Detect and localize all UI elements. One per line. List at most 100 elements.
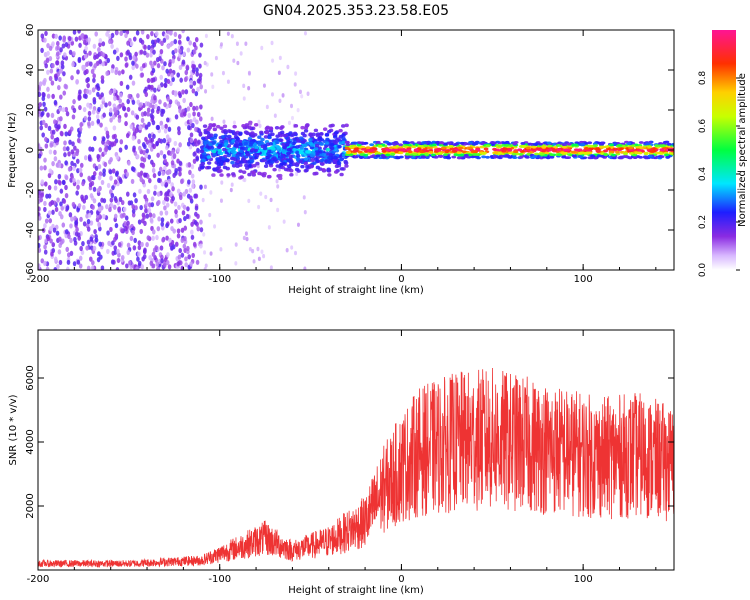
colorbar-tick-label: 0.2 — [698, 215, 708, 229]
spectrogram-cell — [344, 146, 350, 150]
spectrogram-cell — [258, 123, 262, 129]
spectrogram-cell — [122, 106, 127, 112]
spectrogram-cell — [125, 132, 130, 139]
spectrogram-cell — [152, 49, 156, 55]
spectrogram-cell — [177, 254, 182, 260]
spectrogram-cell — [189, 118, 193, 125]
spectrogram-cell — [545, 149, 551, 152]
spectrogram-cell — [54, 123, 58, 129]
spectrogram-cell — [69, 223, 73, 229]
spectrogram-cell — [89, 61, 93, 67]
spectrogram-cell — [174, 209, 178, 215]
spectrogram-cell — [72, 165, 76, 172]
spectrogram-cell — [144, 91, 149, 98]
spectrogram-cell — [421, 141, 427, 145]
spectrogram-cell — [204, 263, 208, 268]
spectrogram-cell — [210, 116, 214, 122]
spectrogram-cell — [82, 39, 87, 45]
spectrogram-cell — [40, 192, 44, 198]
spectrogram-cell — [549, 155, 555, 159]
spectrogram-cell — [529, 143, 535, 146]
spectrogram-cell — [226, 79, 230, 84]
spectrogram-cell — [46, 69, 50, 75]
spectrogram-cell — [156, 226, 161, 232]
spectrogram-cell — [229, 187, 233, 193]
spectrogram-cell — [531, 145, 537, 149]
spectrogram-cell — [160, 111, 164, 117]
spectrogram-cell — [79, 245, 83, 252]
spectrogram-cell — [192, 158, 197, 164]
spectrogram-cell — [182, 51, 186, 57]
spectrogram-cell — [149, 52, 153, 58]
spectrogram-cell — [108, 89, 113, 96]
spectrogram-cell — [587, 156, 593, 160]
spectrogram-cell — [53, 256, 58, 262]
spectrogram-cell — [68, 129, 72, 135]
spectrogram-cell — [456, 151, 462, 155]
spectrogram-cell — [203, 148, 208, 152]
spectrogram-cell — [124, 226, 128, 232]
spectrogram-cell — [72, 107, 77, 114]
spectrogram-cell — [138, 125, 143, 131]
spectrogram-cell — [41, 132, 45, 138]
spectrogram-cell — [187, 254, 192, 260]
spectrogram-cell — [60, 205, 65, 211]
spectrogram-cell — [245, 236, 249, 242]
colorbar-tick-label: 0.8 — [698, 71, 708, 86]
spectrogram-cell — [43, 200, 47, 207]
spectrogram-cell — [481, 155, 487, 159]
spectrogram-cell — [111, 168, 116, 174]
spectrogram-cell — [296, 139, 301, 143]
spectrogram-cell — [192, 241, 197, 247]
spectrogram-cell — [319, 152, 324, 157]
spectrogram-cell — [176, 261, 180, 267]
spectrogram-cell — [308, 132, 313, 137]
spectrogram-cell — [198, 52, 202, 58]
spectrogram-cell — [119, 139, 124, 145]
spectrogram-cell — [180, 252, 185, 258]
spectrogram-cell — [184, 256, 188, 262]
spectrogram-cell — [191, 183, 195, 189]
spectrogram-cell — [150, 108, 155, 114]
spectrogram-cell — [174, 241, 179, 247]
spectrogram-cell — [567, 153, 572, 156]
spectrogram-cell — [252, 163, 257, 168]
spectrogram-cell — [131, 204, 136, 210]
spectrogram-cell — [257, 204, 261, 210]
spectrogram-cell — [178, 217, 182, 224]
spectrogram-cell — [504, 143, 510, 147]
spectrogram-cell — [81, 65, 86, 72]
spectrogram-cell — [51, 161, 55, 167]
spectrogram-cell — [194, 193, 199, 199]
spectrogram-cell — [125, 171, 130, 178]
spectrogram-cell — [95, 114, 100, 120]
spectrogram-cell — [93, 135, 97, 142]
spectrogram-cell — [257, 135, 262, 140]
spectrogram-cell — [458, 153, 464, 157]
spectrogram-cell — [209, 145, 215, 150]
spectrogram-cell — [157, 216, 161, 222]
spectrogram-cell — [108, 111, 113, 117]
spectrogram-cell — [264, 161, 270, 165]
spectrogram-cell — [47, 193, 52, 199]
spectrogram-cell — [167, 178, 172, 184]
spectrogram-cell — [236, 60, 240, 66]
spectrogram-cell — [492, 147, 497, 151]
colorbar: 0.0 0.2 0.4 0.6 0.8 Normalized spectral ampl… — [698, 30, 748, 277]
spectrogram-cell — [72, 51, 76, 57]
spectrogram-cell — [232, 120, 236, 125]
spectrogram-cell — [51, 93, 55, 99]
spectrogram-cell — [358, 145, 364, 149]
spectrogram-cell — [92, 73, 96, 79]
spectrogram-cell — [59, 201, 63, 207]
spectrogram-cell — [41, 91, 46, 98]
spectrogram-cell — [235, 41, 239, 46]
spectrogram-cell — [67, 151, 71, 157]
spectrogram-cell — [187, 124, 191, 131]
spectrogram-cell — [293, 124, 299, 128]
spectrogram-cell — [92, 171, 97, 177]
spectrogram-cell — [77, 30, 81, 34]
spectrogram-cell — [51, 33, 56, 39]
spectrogram-cell — [70, 216, 74, 222]
spectrogram-cell — [55, 230, 60, 236]
